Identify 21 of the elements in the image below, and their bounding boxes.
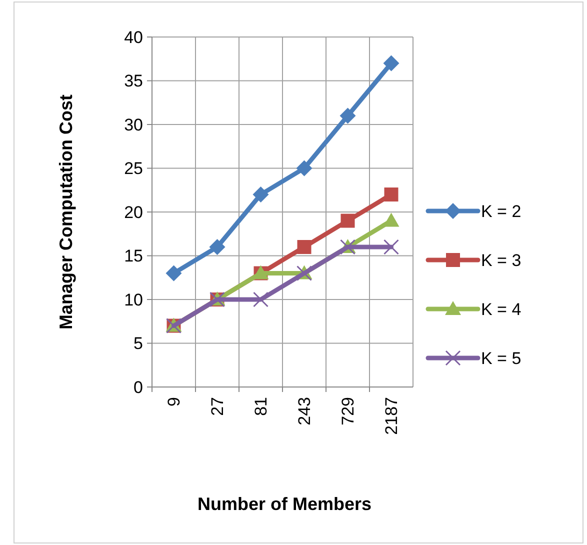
x-axis-title: Number of Members	[197, 494, 372, 514]
y-axis-title: Manager Computation Cost	[56, 94, 76, 330]
y-tick-label: 0	[134, 378, 143, 397]
legend-label: K = 5	[481, 348, 522, 368]
x-tick-label: 81	[252, 397, 271, 416]
y-tick-label: 10	[124, 290, 143, 310]
y-tick-label: 5	[134, 334, 143, 354]
legend-label: K = 4	[481, 300, 522, 319]
y-tick-label: 35	[124, 72, 143, 91]
x-tick-label: 27	[208, 397, 228, 416]
x-tick-label: 2187	[382, 397, 402, 435]
x-tick-label: 243	[295, 397, 314, 426]
x-tick-label: 729	[338, 397, 358, 426]
legend-label: K = 2	[481, 202, 522, 221]
y-tick-label: 25	[124, 159, 143, 178]
y-tick-label: 15	[124, 246, 143, 266]
legend-label: K = 3	[481, 250, 522, 270]
x-tick-label: 9	[164, 397, 184, 406]
y-tick-label: 20	[124, 202, 143, 222]
y-tick-label: 40	[124, 28, 143, 47]
y-tick-label: 30	[124, 115, 143, 134]
